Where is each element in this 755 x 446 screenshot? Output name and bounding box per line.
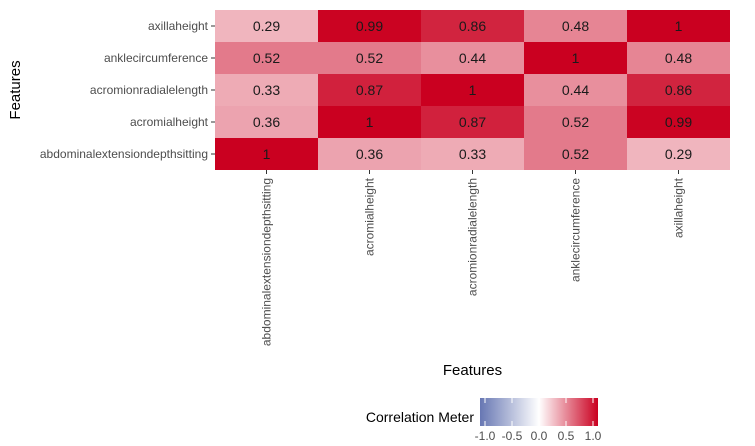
heatmap-cell bbox=[318, 106, 421, 138]
legend-tick-label: 0.5 bbox=[558, 429, 575, 443]
cell-value-label: 0.52 bbox=[562, 114, 589, 130]
cell-value-label: 0.52 bbox=[356, 50, 383, 66]
y-tick-label: axillaheight bbox=[148, 19, 209, 33]
legend-tick-label: 1.0 bbox=[585, 429, 602, 443]
heatmap-cell bbox=[524, 42, 627, 74]
heatmap-cell bbox=[215, 138, 318, 170]
heatmap-cell bbox=[524, 10, 627, 42]
heatmap-cell bbox=[524, 138, 627, 170]
cell-value-label: 0.52 bbox=[562, 146, 589, 162]
cell-value-label: 0.99 bbox=[665, 114, 692, 130]
y-axis-title: Features bbox=[7, 60, 24, 119]
heatmap-cell bbox=[421, 10, 524, 42]
y-tick-label: abdominalextensiondepthsitting bbox=[40, 147, 208, 161]
cell-value-label: 0.48 bbox=[562, 18, 589, 34]
x-tick-label: acromionradialelength bbox=[466, 178, 480, 296]
cell-value-label: 0.29 bbox=[253, 18, 280, 34]
y-tick-label: acromialheight bbox=[130, 115, 209, 129]
x-tick-label: abdominalextensiondepthsitting bbox=[260, 178, 274, 346]
cell-value-label: 1 bbox=[469, 82, 477, 98]
cell-value-label: 0.36 bbox=[356, 146, 383, 162]
cell-value-label: 0.44 bbox=[562, 82, 589, 98]
legend-tick-label: -0.5 bbox=[502, 429, 523, 443]
x-tick-label: acromialheight bbox=[363, 177, 377, 256]
heatmap-cell bbox=[421, 74, 524, 106]
cell-value-label: 0.87 bbox=[356, 82, 383, 98]
cell-value-label: 0.44 bbox=[459, 50, 486, 66]
cell-value-label: 1 bbox=[263, 146, 271, 162]
x-axis-title: Features bbox=[443, 362, 502, 379]
heatmap-cell bbox=[524, 106, 627, 138]
cell-value-label: 1 bbox=[675, 18, 683, 34]
heatmap-cell bbox=[421, 138, 524, 170]
cell-value-label: 0.86 bbox=[459, 18, 486, 34]
legend-tick-label: 0.0 bbox=[531, 429, 548, 443]
heatmap-cell bbox=[421, 106, 524, 138]
heatmap-cell-labels: 1 0.36 0.33 0.52 0.29 0.36 1 0.87 0.52 0.99 0.33 0.… bbox=[253, 18, 692, 162]
heatmap-cell bbox=[627, 10, 730, 42]
cell-value-label: 0.48 bbox=[665, 50, 692, 66]
cell-value-label: 0.33 bbox=[459, 146, 486, 162]
cell-value-label: 1 bbox=[366, 114, 374, 130]
cell-value-label: 0.33 bbox=[253, 82, 280, 98]
heatmap-cell bbox=[318, 10, 421, 42]
heatmap-cell bbox=[627, 138, 730, 170]
legend-ticks: -1.0 -0.5 0.0 0.5 1.0 bbox=[475, 398, 602, 443]
y-tick-label: anklecircumference bbox=[104, 51, 208, 65]
cell-value-label: 0.86 bbox=[665, 82, 692, 98]
x-tick-label: axillaheight bbox=[672, 177, 686, 238]
legend: Correlation Meter -1.0 -0.5 0.0 0.5 1.0 bbox=[366, 398, 602, 443]
heatmap-cell bbox=[318, 138, 421, 170]
legend-title: Correlation Meter bbox=[366, 409, 474, 425]
heatmap-cell bbox=[421, 42, 524, 74]
heatmap-cell bbox=[215, 42, 318, 74]
cell-value-label: 0.87 bbox=[459, 114, 486, 130]
heatmap-cell bbox=[627, 42, 730, 74]
x-tick-label: anklecircumference bbox=[569, 178, 583, 282]
heatmap-cell bbox=[318, 74, 421, 106]
y-axis-ticks: abdominalextensiondepthsitting acromialhe… bbox=[40, 19, 215, 161]
cell-value-label: 1 bbox=[572, 50, 580, 66]
heatmap-cell bbox=[627, 106, 730, 138]
heatmap-cell bbox=[318, 42, 421, 74]
legend-tick-label: -1.0 bbox=[475, 429, 496, 443]
x-axis-ticks: abdominalextensiondepthsitting acromialhe… bbox=[260, 170, 686, 346]
heatmap-cell bbox=[524, 74, 627, 106]
heatmap-cell bbox=[627, 74, 730, 106]
heatmap-cell bbox=[215, 10, 318, 42]
cell-value-label: 0.52 bbox=[253, 50, 280, 66]
cell-value-label: 0.36 bbox=[253, 114, 280, 130]
cell-value-label: 0.29 bbox=[665, 146, 692, 162]
cell-value-label: 0.99 bbox=[356, 18, 383, 34]
heatmap-cells bbox=[215, 10, 730, 170]
heatmap-cell bbox=[215, 74, 318, 106]
heatmap-cell bbox=[215, 106, 318, 138]
y-tick-label: acromionradialelength bbox=[90, 83, 208, 97]
